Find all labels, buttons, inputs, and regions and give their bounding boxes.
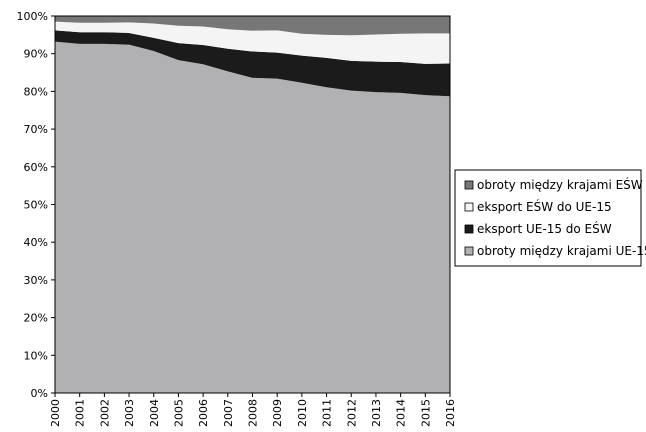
area-series-2 [55, 30, 450, 97]
legend-label: obroty między krajami UE-15 [477, 244, 646, 258]
y-tick-label: 50% [24, 199, 48, 212]
x-tick-label: 2000 [49, 399, 62, 427]
legend-swatch [464, 180, 474, 190]
legend-label: eksport EŚW do UE-15 [477, 199, 612, 214]
axes: 0% 10% 20% 30% 40% 50% 60% 70% 80% 90% 100% 2000 200… [17, 10, 457, 427]
y-tick-label: 90% [24, 48, 48, 61]
y-tick-label: 60% [24, 161, 48, 174]
x-tick-label: 2006 [197, 399, 210, 427]
legend-label: obroty między krajami EŚW [477, 177, 643, 192]
x-tick-label: 2004 [148, 399, 161, 427]
x-tick-label: 2015 [419, 399, 432, 427]
x-tick-label: 2010 [296, 399, 309, 427]
legend: obroty między krajami EŚW eksport EŚW do … [454, 169, 646, 267]
x-tick-label: 2008 [247, 399, 260, 427]
y-tick-label: 10% [24, 349, 48, 362]
area-layers [55, 16, 450, 393]
y-tick-label: 20% [24, 312, 48, 325]
x-tick-label: 2001 [74, 399, 87, 427]
x-tick-label: 2003 [123, 399, 136, 427]
legend-swatch [464, 224, 474, 234]
y-tick-label: 30% [24, 274, 48, 287]
x-tick-label: 2007 [222, 399, 235, 427]
y-tick-label: 40% [24, 236, 48, 249]
legend-box [454, 169, 642, 267]
x-tick-label: 2002 [98, 399, 111, 427]
x-tick-label: 2016 [444, 399, 457, 427]
legend-swatch [464, 202, 474, 212]
y-tick-label: 0% [31, 387, 48, 400]
x-tick-label: 2005 [172, 399, 185, 427]
legend-label: eksport UE-15 do EŚW [477, 221, 612, 236]
y-tick-label: 70% [24, 123, 48, 136]
x-tick-label: 2011 [321, 399, 334, 427]
area-series-3 [55, 21, 450, 64]
x-tick-label: 2009 [271, 399, 284, 427]
x-tick-label: 2012 [345, 399, 358, 427]
x-tick-label: 2014 [395, 399, 408, 427]
area-series-4 [55, 16, 450, 36]
x-tick-label: 2013 [370, 399, 383, 427]
y-tick-label: 100% [17, 10, 48, 23]
legend-swatch [464, 246, 474, 256]
area-series-1 [55, 41, 450, 393]
y-tick-label: 80% [24, 85, 48, 98]
